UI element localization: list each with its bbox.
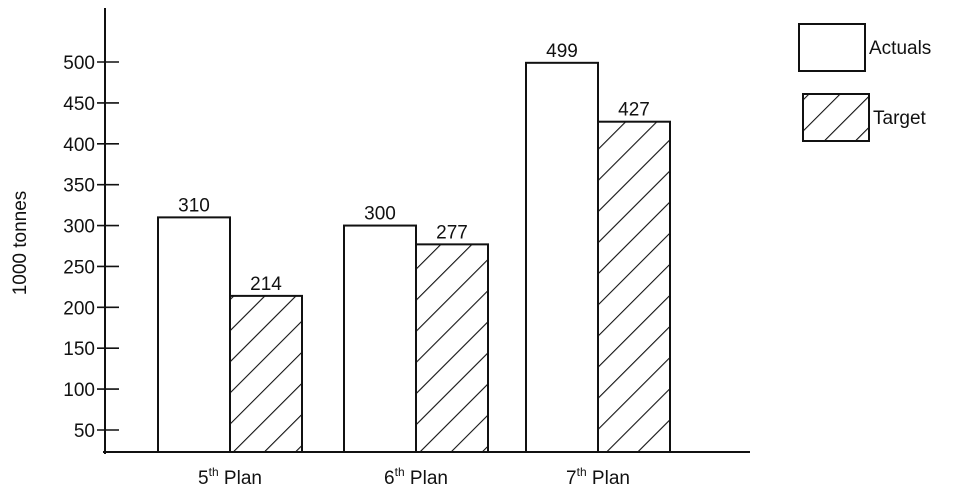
bar-target-2	[415, 243, 489, 453]
data-labels: 310 214 300 277 499 427	[178, 41, 650, 295]
x-category-label: 7th Plan	[566, 465, 630, 489]
x-category-suffix: Plan	[587, 468, 630, 489]
legend-swatch-actuals	[798, 23, 866, 72]
x-category-number: 7	[566, 468, 577, 489]
data-label-target-2: 277	[436, 222, 468, 243]
legend-label-target: Target	[873, 108, 927, 129]
y-axis-title: 1000 tonnes	[10, 191, 31, 296]
x-category-number: 5	[198, 468, 209, 489]
y-tick-label: 350	[63, 176, 95, 197]
x-category-superscript: th	[395, 465, 405, 479]
x-category-label: 6th Plan	[384, 465, 448, 489]
y-tick-label: 200	[63, 298, 95, 319]
y-tick-label: 450	[63, 94, 95, 115]
legend-label-actuals: Actuals	[869, 38, 931, 59]
x-category-number: 6	[384, 468, 395, 489]
y-tick-label: 150	[63, 339, 95, 360]
y-tick-label: 500	[63, 53, 95, 74]
legend-swatch-target	[802, 93, 870, 142]
y-tick-label: 300	[63, 217, 95, 238]
x-category-superscript: th	[577, 465, 587, 479]
y-tick-label: 250	[63, 257, 95, 278]
y-tick-label: 50	[74, 421, 95, 442]
legend: Actuals Target	[798, 23, 931, 142]
bar-actuals-3	[525, 61, 599, 453]
bars	[157, 61, 671, 453]
data-label-actuals-3: 499	[546, 41, 578, 62]
bar-actuals-2	[343, 224, 417, 453]
data-label-target-3: 427	[618, 100, 650, 121]
x-category-suffix: Plan	[219, 468, 262, 489]
y-tick-label: 400	[63, 135, 95, 156]
x-category-suffix: Plan	[405, 468, 448, 489]
y-tick-label: 100	[63, 380, 95, 401]
bar-target-3	[597, 120, 671, 453]
bar-target-1	[229, 294, 303, 453]
data-label-target-1: 214	[250, 274, 282, 295]
x-category-superscript: th	[209, 465, 219, 479]
data-label-actuals-1: 310	[178, 195, 210, 216]
x-category-label: 5th Plan	[198, 465, 262, 489]
data-label-actuals-2: 300	[364, 204, 396, 225]
bar-actuals-1	[157, 216, 231, 453]
